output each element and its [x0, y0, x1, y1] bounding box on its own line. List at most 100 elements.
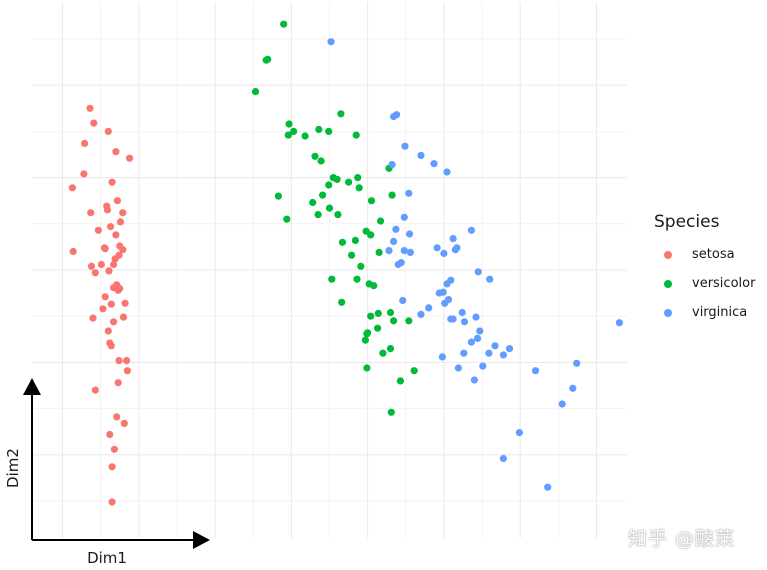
point-versicolor	[325, 127, 333, 135]
legend-title: Species	[654, 212, 720, 232]
point-setosa	[110, 260, 118, 269]
legend-item-setosa: setosa	[654, 240, 755, 269]
point-setosa	[119, 246, 127, 254]
point-setosa	[89, 314, 97, 322]
point-setosa	[104, 327, 112, 335]
point-virginica	[460, 318, 469, 326]
point-versicolor	[319, 191, 327, 199]
point-virginica	[453, 244, 461, 252]
point-virginica	[390, 237, 398, 245]
point-virginica	[474, 268, 482, 276]
point-versicolor	[390, 317, 398, 325]
point-setosa	[116, 218, 125, 226]
point-setosa	[108, 463, 116, 471]
point-versicolor	[333, 175, 341, 183]
legend-key-setosa	[664, 250, 672, 259]
point-virginica	[406, 230, 414, 238]
point-virginica	[406, 248, 414, 256]
point-versicolor	[354, 174, 362, 182]
point-versicolor	[396, 377, 404, 385]
legend-key-virginica	[664, 308, 672, 317]
point-virginica	[417, 151, 425, 159]
legend-label-versicolor: versicolor	[692, 276, 756, 291]
point-virginica	[399, 296, 407, 305]
point-virginica	[544, 483, 552, 491]
point-versicolor	[370, 282, 378, 290]
point-versicolor	[374, 309, 382, 317]
point-setosa	[121, 299, 129, 307]
point-versicolor	[325, 204, 334, 212]
point-virginica	[425, 304, 433, 312]
point-virginica	[438, 353, 446, 361]
point-virginica	[485, 349, 493, 357]
point-virginica	[417, 310, 425, 318]
point-versicolor	[301, 132, 309, 140]
point-virginica	[433, 244, 441, 252]
point-virginica	[394, 260, 402, 269]
point-versicolor	[338, 298, 346, 306]
point-virginica	[400, 213, 408, 221]
point-versicolor	[351, 236, 359, 244]
point-setosa	[114, 379, 122, 387]
point-versicolor	[367, 197, 376, 205]
point-setosa	[119, 313, 128, 321]
point-versicolor	[367, 231, 375, 239]
point-versicolor	[374, 324, 382, 332]
point-setosa	[126, 154, 134, 162]
point-virginica	[441, 299, 449, 307]
point-versicolor	[262, 56, 270, 64]
point-setosa	[120, 419, 128, 427]
point-virginica	[388, 161, 396, 169]
point-virginica	[440, 249, 448, 257]
point-setosa	[90, 119, 98, 127]
point-versicolor	[363, 330, 371, 338]
point-versicolor	[357, 262, 365, 270]
point-virginica	[458, 308, 466, 317]
point-versicolor	[328, 275, 336, 283]
point-setosa	[110, 318, 118, 326]
point-virginica	[435, 289, 443, 297]
point-versicolor	[387, 408, 395, 416]
point-versicolor	[284, 131, 292, 139]
point-versicolor	[386, 308, 395, 317]
legend: Species setosa versicolor virginica	[654, 212, 755, 327]
point-versicolor	[410, 367, 418, 375]
point-versicolor	[353, 275, 361, 283]
point-setosa	[107, 223, 115, 231]
point-virginica	[470, 376, 478, 384]
point-versicolor	[377, 217, 385, 225]
legend-item-virginica: virginica	[654, 298, 755, 327]
point-virginica	[558, 400, 566, 408]
point-virginica	[460, 349, 468, 357]
point-setosa	[113, 197, 121, 205]
point-versicolor	[311, 152, 319, 160]
point-setosa	[80, 170, 88, 178]
point-virginica	[447, 315, 455, 323]
point-setosa	[108, 498, 116, 506]
point-setosa	[106, 430, 114, 439]
point-virginica	[569, 384, 577, 392]
point-virginica	[393, 111, 401, 119]
point-setosa	[91, 386, 99, 394]
point-versicolor	[367, 312, 375, 320]
point-virginica	[454, 364, 462, 372]
point-setosa	[87, 262, 96, 270]
x-axis-arrow-icon	[193, 531, 210, 549]
x-axis-label: Dim1	[87, 549, 127, 567]
point-versicolor	[315, 125, 323, 134]
point-virginica	[479, 362, 487, 370]
point-versicolor	[251, 88, 260, 96]
point-versicolor	[379, 349, 387, 357]
point-virginica	[467, 338, 475, 346]
y-axis-arrow-icon	[23, 378, 41, 395]
point-setosa	[68, 184, 76, 192]
point-setosa	[112, 231, 120, 239]
point-versicolor	[314, 211, 322, 219]
point-virginica	[573, 359, 581, 367]
point-virginica	[385, 247, 393, 255]
point-virginica	[472, 313, 480, 321]
y-axis-label: Dim2	[4, 448, 22, 488]
point-virginica	[476, 327, 484, 335]
point-virginica	[515, 429, 524, 437]
